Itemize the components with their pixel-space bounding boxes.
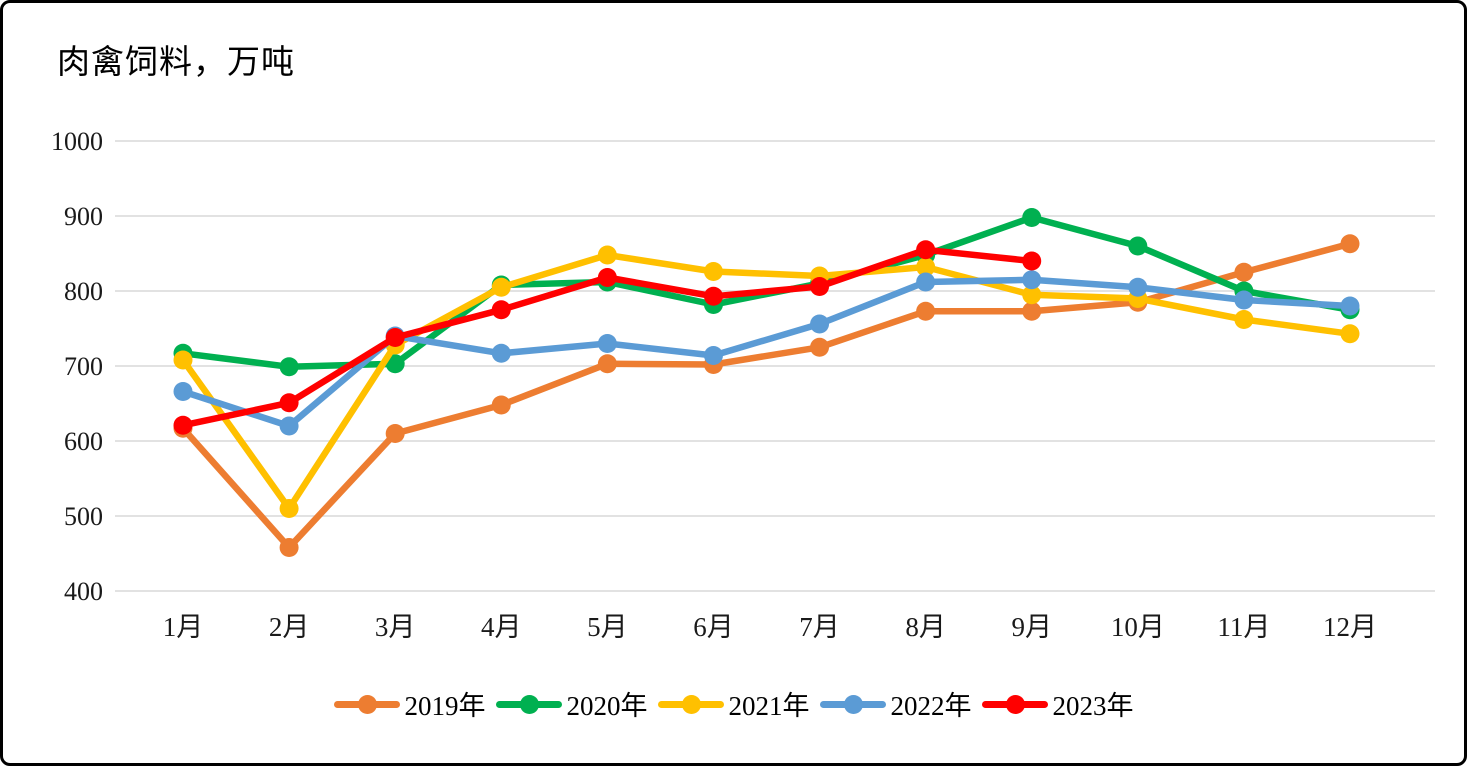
legend-item-2022年: 2022年 bbox=[819, 684, 972, 723]
y-tick-label-700: 700 bbox=[64, 352, 103, 381]
chart-legend: 2019年 2020年 2021年 2022年 2023年 bbox=[3, 684, 1464, 723]
legend-label: 2021年 bbox=[728, 691, 810, 721]
y-tick-label-600: 600 bbox=[64, 427, 103, 456]
data-point-2022年-5月 bbox=[597, 334, 617, 353]
data-point-2019年-4月 bbox=[491, 395, 511, 415]
data-point-2022年-6月 bbox=[703, 346, 723, 365]
data-point-2022年-11月 bbox=[1234, 290, 1254, 310]
data-point-2022年-1月 bbox=[173, 382, 193, 401]
data-point-2023年-6月 bbox=[703, 286, 723, 306]
data-point-2022年-12月 bbox=[1340, 296, 1360, 316]
data-point-2023年-1月 bbox=[173, 415, 193, 435]
legend-item-2021年: 2021年 bbox=[657, 684, 810, 723]
data-point-2021年-8月 bbox=[916, 257, 936, 277]
y-tick-label-500: 500 bbox=[64, 502, 103, 531]
x-tick-label-2: 2月 bbox=[269, 612, 310, 642]
x-tick-label-4: 4月 bbox=[481, 612, 522, 642]
data-point-2022年-9月 bbox=[1022, 270, 1042, 290]
data-point-2019年-9月 bbox=[1022, 301, 1042, 321]
legend-item-2023年: 2023年 bbox=[981, 684, 1134, 723]
x-tick-label-6: 6月 bbox=[693, 612, 734, 642]
data-point-2021年-9月 bbox=[1022, 285, 1042, 305]
x-tick-label-7: 7月 bbox=[799, 612, 840, 642]
y-tick-label-400: 400 bbox=[64, 577, 103, 606]
data-point-2020年-9月 bbox=[1022, 208, 1042, 227]
data-point-2023年-4月 bbox=[491, 300, 511, 320]
data-point-2023年-3月 bbox=[385, 328, 405, 347]
legend-label: 2019年 bbox=[404, 691, 486, 721]
data-point-2020年-10月 bbox=[1128, 236, 1148, 256]
data-point-2019年-7月 bbox=[810, 337, 830, 357]
line-chart-plot: 400 500 600 700 800 900 1000 1月 2月 3月 4月 5月 6月 7月 8月 9月… bbox=[51, 127, 1435, 642]
chart-title: 肉禽饲料，万吨 bbox=[57, 45, 295, 81]
x-tick-label-9: 9月 bbox=[1011, 612, 1052, 642]
legend-marker-icon bbox=[333, 694, 400, 714]
data-point-2021年-5月 bbox=[597, 245, 617, 265]
y-tick-label-900: 900 bbox=[64, 202, 103, 231]
data-point-2022年-10月 bbox=[1128, 277, 1148, 297]
series-line-2019年 bbox=[179, 240, 1354, 551]
data-point-2020年-2月 bbox=[279, 357, 299, 377]
y-tick-label-1000: 1000 bbox=[51, 127, 103, 156]
y-tick-label-800: 800 bbox=[64, 277, 103, 306]
data-point-2019年-2月 bbox=[279, 538, 299, 557]
data-point-2021年-6月 bbox=[703, 262, 723, 281]
data-point-2021年-2月 bbox=[279, 499, 299, 518]
data-point-2022年-4月 bbox=[491, 343, 511, 363]
data-point-2019年-3月 bbox=[385, 424, 405, 443]
data-point-2022年-2月 bbox=[279, 416, 299, 436]
data-point-2021年-11月 bbox=[1234, 310, 1254, 329]
data-point-2022年-8月 bbox=[916, 272, 936, 292]
x-tick-label-11: 11月 bbox=[1217, 612, 1270, 642]
legend-marker-icon bbox=[495, 694, 562, 714]
data-point-2019年-11月 bbox=[1234, 262, 1254, 282]
data-point-2019年-8月 bbox=[916, 301, 936, 321]
legend-label: 2022年 bbox=[890, 691, 972, 721]
x-tick-label-12: 12月 bbox=[1323, 612, 1377, 642]
series-line-2021年 bbox=[179, 251, 1354, 512]
data-point-2020年-3月 bbox=[385, 354, 405, 374]
x-tick-label-10: 10月 bbox=[1111, 612, 1165, 642]
x-tick-label-8: 8月 bbox=[905, 612, 946, 642]
x-tick-label-1: 1月 bbox=[163, 612, 204, 642]
data-point-2023年-9月 bbox=[1022, 251, 1042, 271]
data-point-2023年-2月 bbox=[279, 393, 299, 413]
x-tick-label-3: 3月 bbox=[375, 612, 416, 642]
data-point-2021年-12月 bbox=[1340, 324, 1360, 344]
data-point-2023年-8月 bbox=[916, 240, 936, 260]
data-point-2022年-7月 bbox=[810, 314, 830, 334]
data-point-2021年-4月 bbox=[491, 277, 511, 297]
data-point-2021年-1月 bbox=[173, 350, 193, 370]
legend-marker-icon bbox=[981, 694, 1048, 714]
legend-item-2019年: 2019年 bbox=[333, 684, 486, 723]
data-point-2023年-7月 bbox=[810, 277, 830, 296]
data-point-2019年-12月 bbox=[1340, 234, 1360, 254]
data-point-2019年-5月 bbox=[597, 354, 617, 374]
legend-label: 2023年 bbox=[1052, 691, 1134, 721]
x-tick-label-5: 5月 bbox=[587, 612, 628, 642]
legend-marker-icon bbox=[657, 694, 724, 714]
legend-marker-icon bbox=[819, 694, 886, 714]
legend-label: 2020年 bbox=[566, 691, 648, 721]
legend-item-2020年: 2020年 bbox=[495, 684, 648, 723]
data-point-2023年-5月 bbox=[597, 268, 617, 287]
